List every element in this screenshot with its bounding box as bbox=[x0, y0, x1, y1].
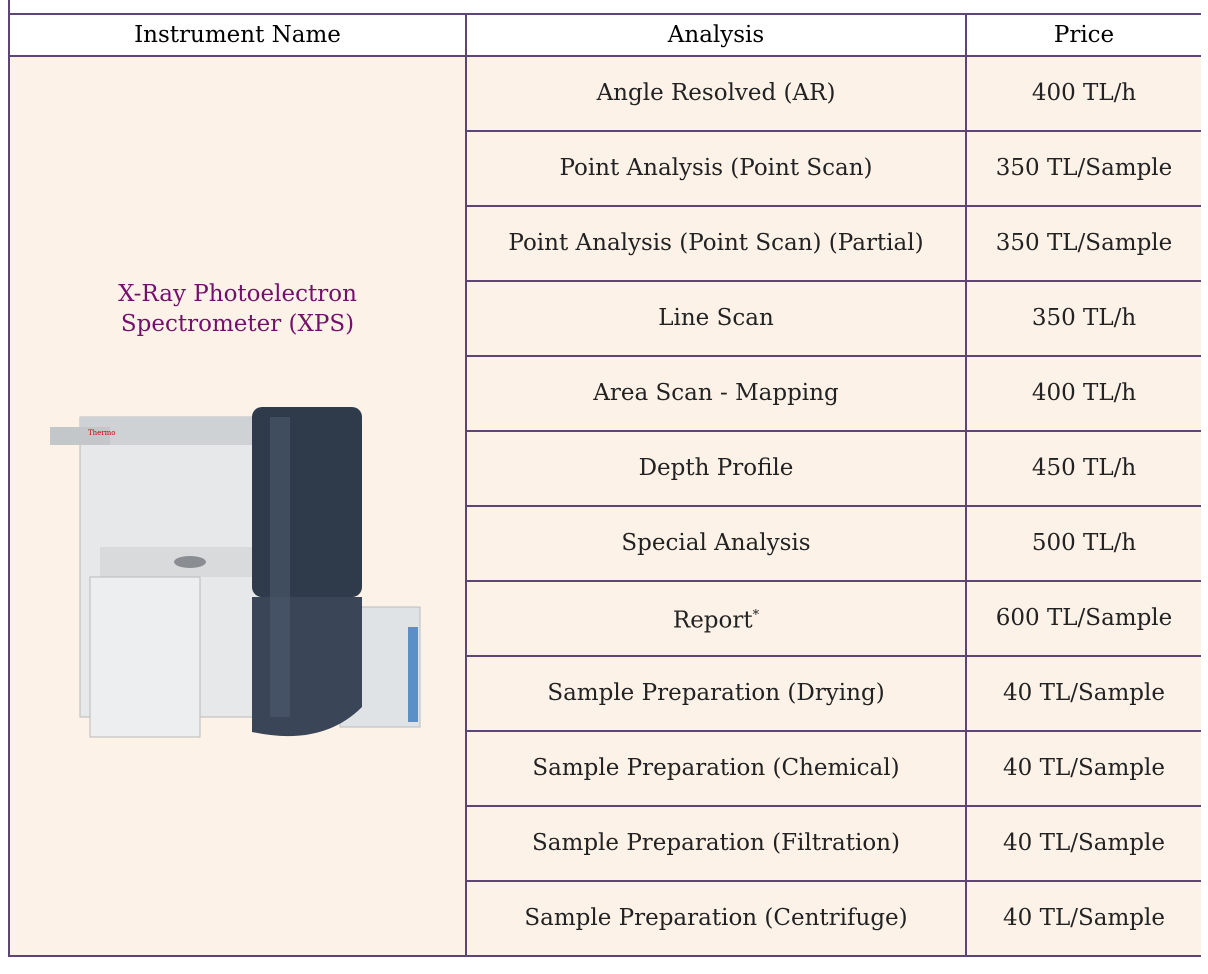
instrument-name: X-Ray Photoelectron Spectrometer (XPS) bbox=[14, 279, 461, 339]
analysis-cell: Sample Preparation (Drying) bbox=[465, 655, 967, 732]
analysis-cell: Sample Preparation (Centrifuge) bbox=[465, 880, 967, 957]
analysis-cell: Report* bbox=[465, 580, 967, 657]
instrument-name-line: X-Ray Photoelectron bbox=[118, 281, 357, 307]
analysis-text: Point Analysis (Point Scan) bbox=[559, 155, 873, 181]
table-row: Point Analysis (Point Scan) (Partial) 350… bbox=[9, 205, 1201, 282]
table-row: Depth Profile 450 TL/h bbox=[9, 430, 1201, 507]
price-cell: 350 TL/Sample bbox=[964, 205, 1201, 282]
analysis-cell: Point Analysis (Point Scan) (Partial) bbox=[465, 205, 967, 282]
price-cell: 40 TL/Sample bbox=[964, 805, 1201, 882]
analysis-text: Angle Resolved (AR) bbox=[596, 80, 836, 106]
header-cell: Instrument Name bbox=[8, 13, 467, 57]
analysis-cell: Depth Profile bbox=[465, 430, 967, 507]
price-cell: 400 TL/h bbox=[964, 55, 1201, 132]
price-cell: 600 TL/Sample bbox=[964, 580, 1201, 657]
header-row: Instrument Name Analysis Price bbox=[8, 13, 1201, 57]
price-cell: 400 TL/h bbox=[964, 355, 1201, 432]
table-row: Sample Preparation (Drying) 40 TL/Sample bbox=[9, 655, 1201, 732]
analysis-text: Sample Preparation (Drying) bbox=[547, 680, 885, 706]
analysis-text: Area Scan - Mapping bbox=[593, 380, 839, 406]
instrument-name-line: Spectrometer (XPS) bbox=[120, 311, 355, 337]
table-row: Sample Preparation (Filtration) 40 TL/Sam… bbox=[9, 805, 1201, 882]
analysis-cell: Line Scan bbox=[465, 280, 967, 357]
table-row: Sample Preparation (Chemical) 40 TL/Sampl… bbox=[9, 730, 1201, 807]
instrument-image: Thermo bbox=[50, 407, 421, 738]
analysis-cell: Special Analysis bbox=[465, 505, 967, 582]
price-cell: 450 TL/h bbox=[964, 430, 1201, 507]
header-cell: Analysis bbox=[465, 13, 967, 57]
analysis-cell: Angle Resolved (AR) bbox=[465, 55, 967, 132]
table-body: X-Ray Photoelectron Spectrometer (XPS) Th… bbox=[8, 55, 1201, 957]
analysis-text: Sample Preparation (Chemical) bbox=[532, 755, 900, 781]
instrument-cell: X-Ray Photoelectron Spectrometer (XPS) Th… bbox=[8, 55, 467, 957]
price-cell: 350 TL/Sample bbox=[964, 130, 1201, 207]
analysis-text: Special Analysis bbox=[621, 530, 811, 556]
table-row: X-Ray Photoelectron Spectrometer (XPS) Th… bbox=[8, 55, 1201, 957]
table-row: Area Scan - Mapping 400 TL/h bbox=[9, 355, 1201, 432]
table-wrap: Instrument Name Analysis Price X-Ray Pho… bbox=[8, 0, 1201, 974]
price-cell: 500 TL/h bbox=[964, 505, 1201, 582]
table-row: Special Analysis 500 TL/h bbox=[9, 505, 1201, 582]
analysis-text: Report bbox=[672, 607, 753, 634]
analysis-cell: Point Analysis (Point Scan) bbox=[465, 130, 967, 207]
header-cell: Price bbox=[964, 13, 1201, 57]
analysis-cell: Area Scan - Mapping bbox=[465, 355, 967, 432]
table-row: Line Scan 350 TL/h bbox=[9, 280, 1201, 357]
analysis-cell: Sample Preparation (Chemical) bbox=[465, 730, 967, 807]
analysis-text: Sample Preparation (Filtration) bbox=[532, 830, 900, 856]
analysis-text: Depth Profile bbox=[638, 455, 794, 481]
analysis-note: * bbox=[752, 608, 760, 624]
top-strip bbox=[8, 0, 1201, 15]
analysis-text: Point Analysis (Point Scan) (Partial) bbox=[508, 230, 924, 256]
table-row: Report* 600 TL/Sample bbox=[9, 580, 1201, 657]
price-cell: 40 TL/Sample bbox=[964, 730, 1201, 807]
analysis-text: Sample Preparation (Centrifuge) bbox=[524, 905, 908, 931]
analysis-cell: Sample Preparation (Filtration) bbox=[465, 805, 967, 882]
price-cell: 40 TL/Sample bbox=[964, 655, 1201, 732]
price-table: Instrument Name Analysis Price X-Ray Pho… bbox=[8, 0, 1201, 957]
logo: Thermo bbox=[88, 429, 116, 437]
analysis-text: Line Scan bbox=[658, 305, 774, 331]
table-row: Sample Preparation (Centrifuge) 40 TL/Sam… bbox=[9, 880, 1201, 957]
price-cell: 40 TL/Sample bbox=[964, 880, 1201, 957]
price-cell: 350 TL/h bbox=[964, 280, 1201, 357]
table-row: Point Analysis (Point Scan) 350 TL/Sample bbox=[9, 130, 1201, 207]
